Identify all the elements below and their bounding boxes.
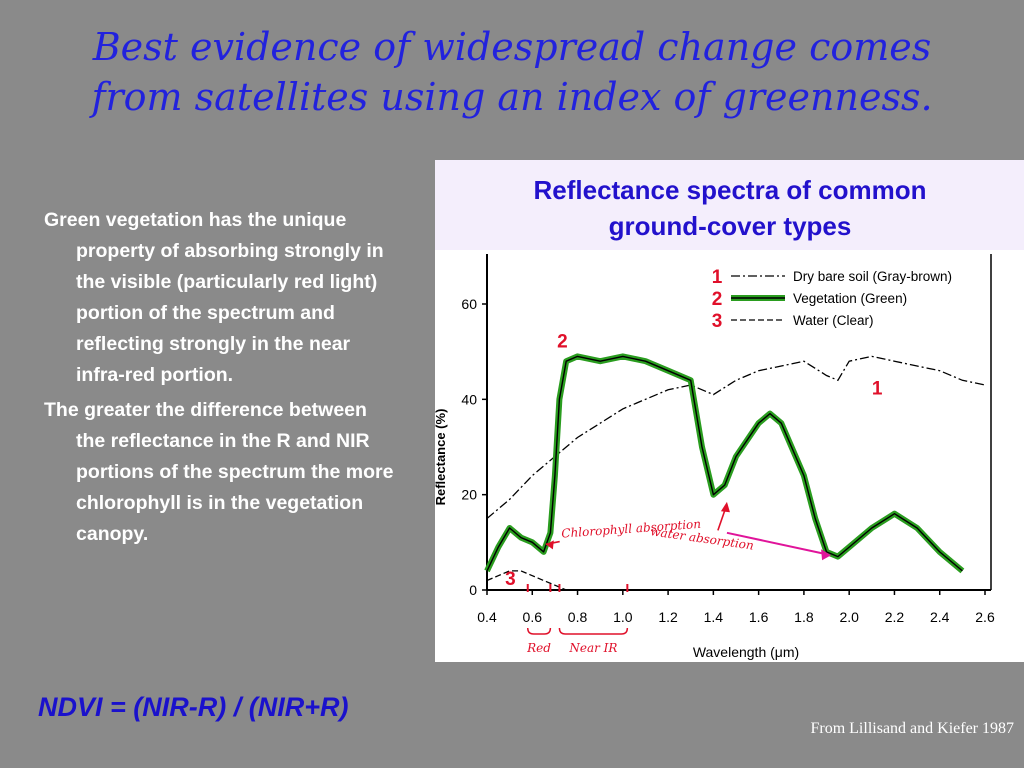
y-axis-label: Reflectance (%) — [435, 409, 448, 506]
y-tick-label: 0 — [469, 582, 477, 598]
bullet-difference: The greater the difference between the r… — [44, 399, 394, 545]
x-tick-label: 2.2 — [885, 609, 905, 625]
x-tick-label: 1.0 — [613, 609, 633, 625]
x-tick-label: 0.6 — [523, 609, 543, 625]
curve-label-soil: 1 — [872, 379, 883, 400]
y-tick-label: 60 — [461, 296, 477, 312]
x-tick-label: 2.4 — [930, 609, 950, 625]
y-tick-label: 40 — [461, 391, 477, 407]
figure-title-line-2: ground-cover types — [608, 211, 852, 241]
chart-legend: Dry bare soil (Gray-brown) 1 Vegetation (G… — [712, 267, 952, 332]
series-vegetation-line — [486, 355, 963, 572]
x-tick-label: 2.0 — [839, 609, 859, 625]
red-band-label: Red — [526, 641, 551, 655]
reflectance-chart: 0.4 0.6 0.8 1.0 1.2 1.4 1.6 1.8 2.0 2.2 2.4 2.6 0 20 4… — [435, 250, 1024, 662]
legend-number: 3 — [712, 311, 723, 332]
legend-number: 1 — [712, 267, 723, 288]
water-arrowhead-2 — [821, 549, 832, 561]
curve-label-water: 3 — [505, 569, 516, 590]
water-arrowhead-1 — [720, 501, 730, 513]
slide-title: Best evidence of widespread change comes… — [10, 22, 1014, 122]
title-line-2: from satellites using an index of greenn… — [91, 75, 933, 119]
legend-number: 2 — [712, 289, 723, 310]
chart-series — [484, 353, 986, 591]
bullet-list: Green vegetation has the unique property… — [44, 205, 394, 554]
x-tick-label: 1.4 — [704, 609, 724, 625]
legend-label: Dry bare soil (Gray-brown) — [793, 269, 952, 284]
x-axis-label: Wavelength (μm) — [693, 644, 799, 660]
curve-label-vegetation: 2 — [557, 332, 568, 353]
red-bracket — [526, 627, 552, 635]
x-tick-label: 0.4 — [477, 609, 497, 625]
title-line-1: Best evidence of widespread change comes — [92, 25, 932, 69]
chart-background — [435, 250, 1024, 662]
ndvi-formula: NDVI = (NIR-R) / (NIR+R) — [38, 692, 349, 722]
x-tick-label: 1.8 — [794, 609, 814, 625]
near-ir-band-label: Near IR — [568, 641, 617, 655]
figure-title-line-1: Reflectance spectra of common — [533, 175, 927, 205]
chlorophyll-arrowhead — [545, 540, 554, 550]
near-ir-bracket — [558, 627, 629, 635]
x-tick-label: 2.6 — [975, 609, 995, 625]
legend-label: Vegetation (Green) — [793, 291, 907, 306]
x-tick-label: 1.6 — [749, 609, 769, 625]
x-tick-label: 1.2 — [658, 609, 678, 625]
series-line-water — [486, 570, 567, 591]
source-credit: From Lillisand and Kiefer 1987 — [810, 720, 1014, 737]
figure-title: Reflectance spectra of common ground-cov… — [435, 160, 1024, 254]
x-tick-label: 0.8 — [568, 609, 588, 625]
legend-label: Water (Clear) — [793, 313, 874, 328]
bullet-vegetation: Green vegetation has the unique property… — [44, 209, 384, 386]
y-tick-label: 20 — [461, 487, 477, 503]
chart-axes: 0.4 0.6 0.8 1.0 1.2 1.4 1.6 1.8 2.0 2.2 2.4 2.6 0 20 4… — [435, 254, 995, 660]
water-arrow-2 — [726, 531, 827, 556]
series-line-soil — [486, 355, 986, 519]
